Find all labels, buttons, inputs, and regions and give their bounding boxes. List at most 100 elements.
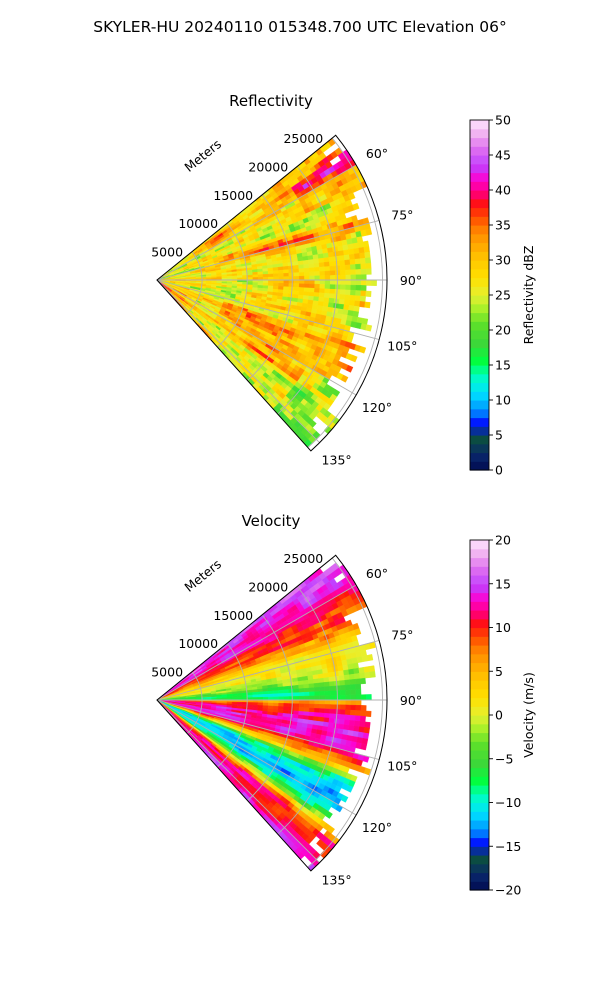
radial-tick-label: 20000 [248, 159, 288, 174]
data-cell [343, 254, 351, 261]
data-cell [319, 275, 326, 281]
data-cell [350, 709, 357, 716]
colorbar-swatch [470, 723, 489, 734]
data-cell [268, 279, 274, 284]
data-cell [355, 699, 362, 706]
data-cell [319, 686, 326, 692]
data-cell [288, 703, 295, 708]
data-cell [318, 677, 325, 684]
colorbar-swatch [470, 697, 489, 707]
data-cell [344, 684, 351, 691]
data-cell [339, 714, 346, 720]
data-cell [221, 696, 228, 699]
colorbar-tick-label: −10 [495, 795, 521, 810]
data-cell [362, 240, 370, 248]
colorbar-tick-label: 5 [495, 664, 503, 679]
data-cell [329, 270, 336, 276]
data-cell [338, 298, 345, 305]
colorbar-swatch [470, 557, 489, 567]
data-cell [297, 260, 304, 266]
data-cell [329, 261, 336, 267]
data-cell [267, 282, 274, 287]
data-cell [308, 259, 315, 265]
data-cell [348, 248, 355, 255]
data-cell [350, 694, 357, 701]
angle-tick-label: 135° [322, 873, 352, 888]
colorbar-swatch [470, 837, 489, 847]
data-cell [262, 273, 269, 278]
data-cell [273, 279, 279, 284]
data-cell [350, 279, 357, 286]
data-cell [364, 251, 371, 259]
data-cell [323, 257, 330, 263]
colorbar-swatch [470, 347, 489, 357]
data-cell [345, 689, 352, 696]
data-cell [313, 678, 320, 684]
colorbar-tick-label: −5 [495, 751, 513, 766]
data-cell [293, 276, 300, 281]
radial-tick-label: 15000 [213, 608, 253, 623]
data-cell [304, 699, 310, 705]
data-cell [329, 293, 336, 299]
colorbar-tick-label: 25 [495, 288, 511, 303]
colorbar-swatch [470, 715, 489, 725]
colorbar-tick-label: 45 [495, 148, 511, 163]
colorbar-swatch [470, 601, 489, 611]
data-cell [334, 284, 341, 290]
colorbar-tick-label: 5 [495, 428, 503, 443]
data-cell [355, 710, 362, 717]
data-cell [317, 253, 324, 259]
data-cell [288, 265, 294, 270]
data-cell [324, 266, 331, 272]
colorbar-swatch [470, 706, 489, 716]
data-cell [318, 262, 325, 268]
colorbar-tick-label: 20 [495, 533, 511, 548]
data-cell [340, 699, 346, 706]
data-cell [328, 256, 335, 263]
data-cell [309, 271, 315, 277]
data-cell [278, 282, 285, 287]
data-cell [273, 702, 279, 707]
data-cell [272, 267, 279, 272]
data-cell [360, 268, 367, 275]
colorbar-swatch [470, 872, 489, 882]
data-cell [324, 690, 331, 696]
data-cell [221, 276, 228, 279]
data-cell [329, 685, 336, 692]
data-cell [355, 689, 362, 696]
colorbar-swatch [470, 163, 489, 174]
data-cell [365, 268, 372, 275]
data-cell [278, 273, 285, 278]
data-cell [304, 271, 310, 277]
data-cell [364, 721, 371, 729]
data-cell [362, 732, 370, 740]
radial-tick-label: 15000 [213, 188, 253, 203]
colorbar-swatch [470, 592, 489, 602]
data-cell [319, 708, 326, 714]
data-cell [298, 283, 305, 288]
data-cell [365, 290, 372, 298]
data-cell [344, 264, 351, 271]
data-cell [360, 279, 367, 286]
data-cell [273, 273, 279, 278]
data-cell [308, 267, 315, 273]
data-cell [319, 279, 326, 285]
data-cell [283, 689, 290, 694]
data-cell [350, 684, 357, 691]
data-cell [324, 288, 331, 294]
data-cell [354, 673, 361, 680]
colorbar-tick-label: 35 [495, 218, 511, 233]
data-cell [273, 276, 279, 281]
colorbar-swatch [470, 338, 489, 349]
colorbar-swatch [470, 618, 489, 629]
colorbar-swatch [470, 277, 489, 287]
data-cell [355, 704, 362, 711]
data-cell [318, 716, 325, 723]
data-cell [303, 287, 310, 293]
colorbar-swatch [470, 435, 489, 445]
data-cell [314, 283, 321, 289]
data-cell [288, 692, 295, 697]
colorbar-swatch [470, 400, 489, 410]
radial-tick-label: 10000 [178, 216, 218, 231]
